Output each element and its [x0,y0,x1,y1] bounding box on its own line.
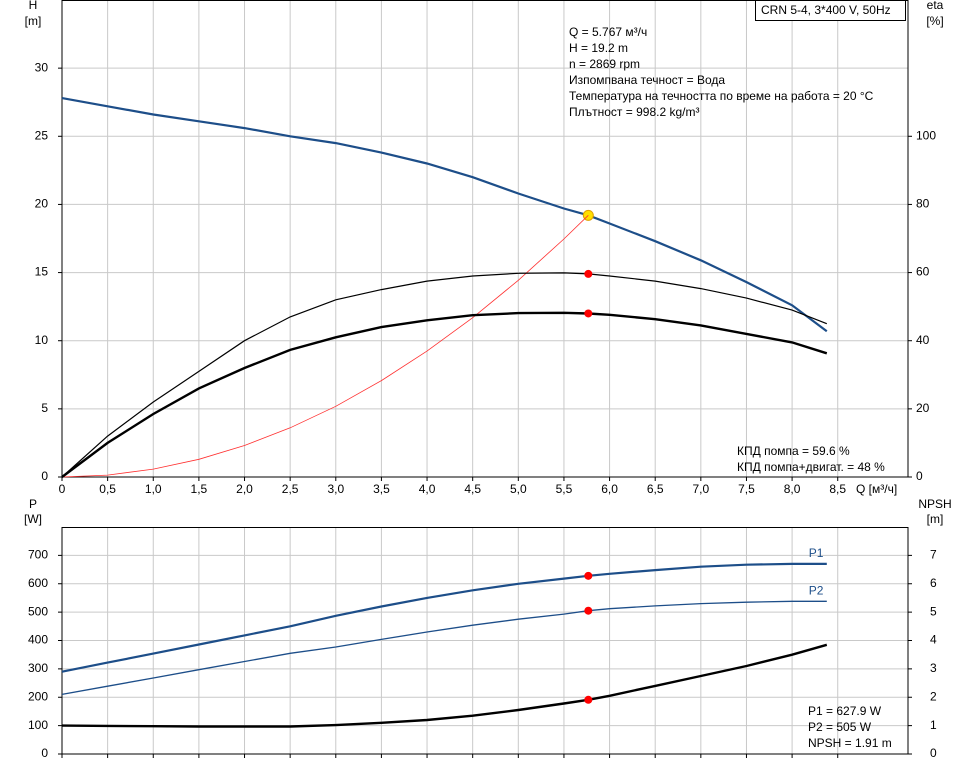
y2-tick-label: 20 [916,401,930,415]
x-tick-label: 4,0 [419,482,436,496]
annotation: Температура на течността по време на раб… [569,89,874,103]
x-tick-label: 1,0 [145,482,162,496]
y-tick-label: 5 [41,401,48,415]
y2-tick-label: 100 [916,128,936,142]
curve [61,272,828,478]
operating-point [584,606,593,615]
y2-tick-label: 0 [930,746,937,760]
y-tick-label: 500 [28,604,48,618]
y2-tick-label: 1 [930,718,937,732]
y2-tick-label: 60 [916,265,930,279]
y-tick-label: 30 [35,60,49,74]
y-tick-label: 10 [35,333,49,347]
y-tick-label: 400 [28,633,48,647]
y-tick-label: 300 [28,661,48,675]
x-axis-label: Q [м³/ч] [856,482,897,496]
plot-frame [61,527,909,755]
x-tick-label: 2,5 [282,482,299,496]
y-tick-label: 100 [28,718,48,732]
title-box [755,0,906,21]
x-tick-label: 3,0 [327,482,344,496]
series-label: P1 [809,546,824,560]
curve [61,215,589,478]
x-tick-label: 6,5 [647,482,664,496]
y-tick-label: 15 [35,265,49,279]
x-tick-label: 1,5 [191,482,208,496]
annotation: Плътност = 998.2 kg/m³ [569,105,699,119]
curve [61,600,827,696]
annotation: P1 = 627.9 W [808,704,882,718]
x-tick-label: 8,0 [784,482,801,496]
y-tick-label: 600 [28,576,48,590]
x-tick-label: 7,0 [692,482,709,496]
annotation: H = 19.2 m [569,41,628,55]
operating-point [584,571,593,580]
y2-tick-label: 2 [930,689,937,703]
x-tick-label: 8,5 [829,482,846,496]
y-axis-label: H [29,0,38,12]
x-tick-label: 7,5 [738,482,755,496]
x-tick-label: 0,5 [99,482,116,496]
y2-tick-label: 80 [916,197,930,211]
annotation: Q = 5.767 м³/ч [569,25,647,39]
curve [61,97,828,333]
curve [61,562,827,673]
chart-title: CRN 5-4, 3*400 V, 50Hz [761,3,891,17]
x-tick-label: 5,0 [510,482,527,496]
y2-tick-label: 4 [930,633,937,647]
y-axis-label: P [29,497,37,511]
operating-point [584,309,593,318]
y-tick-label: 200 [28,689,48,703]
y2-axis-unit: [%] [926,14,943,28]
operating-point [584,269,593,278]
y-axis-unit: [m] [25,14,42,28]
annotation: КПД помпа+двигат. = 48 % [737,460,885,474]
y2-axis-label: NPSH [918,497,951,511]
y2-tick-label: 0 [916,469,923,483]
y-tick-label: 25 [35,128,49,142]
y-tick-label: 20 [35,197,49,211]
annotation: Изпомпвана течност = Вода [569,73,725,87]
x-tick-label: 3,5 [373,482,390,496]
y-tick-label: 0 [41,746,48,760]
operating-point [584,695,593,704]
y2-tick-label: 6 [930,576,937,590]
y2-tick-label: 40 [916,333,930,347]
curve [61,643,828,728]
y2-axis-label: eta [927,0,944,12]
y-axis-unit: [W] [24,512,42,526]
annotation: NPSH = 1.91 m [808,736,892,750]
annotation: КПД помпа = 59.6 % [737,444,850,458]
x-tick-label: 2,0 [236,482,253,496]
annotation: P2 = 505 W [808,720,872,734]
y-tick-label: 700 [28,548,48,562]
y2-tick-label: 5 [930,604,937,618]
plot-frame [61,0,909,478]
curve [61,311,828,478]
series-label: P2 [809,584,824,598]
x-tick-label: 0 [59,482,66,496]
y2-axis-unit: [m] [927,512,944,526]
y2-tick-label: 3 [930,661,937,675]
x-tick-label: 5,5 [556,482,573,496]
y2-tick-label: 7 [930,548,937,562]
x-tick-label: 4,5 [464,482,481,496]
annotation: n = 2869 rpm [569,57,640,71]
x-tick-label: 6,0 [601,482,618,496]
y-tick-label: 0 [41,469,48,483]
